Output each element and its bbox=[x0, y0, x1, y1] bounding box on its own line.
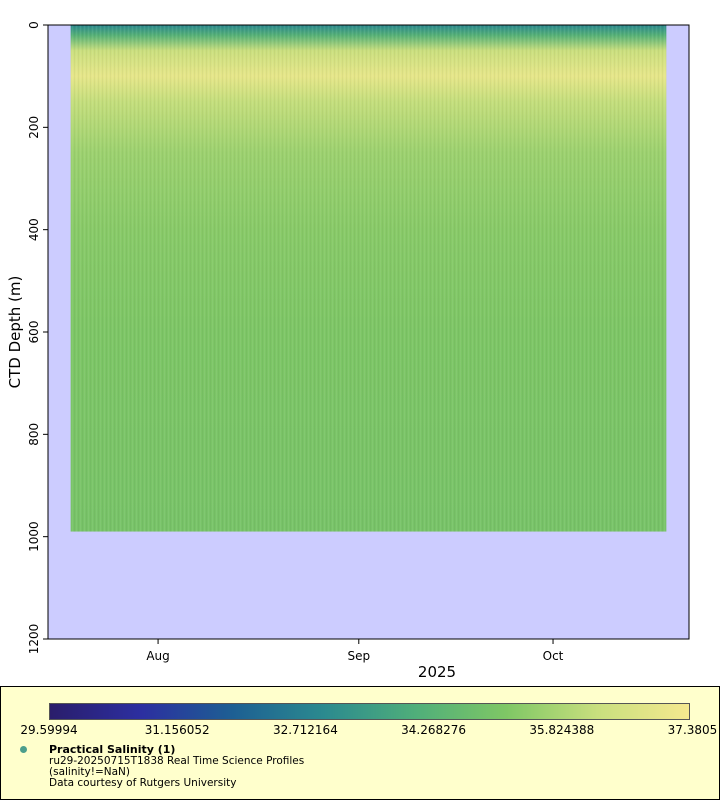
x-axis: Aug Sep Oct bbox=[146, 639, 564, 663]
legend-marker-icon bbox=[20, 746, 27, 753]
legend-dataset-id: ru29-20250715T1838 Real Time Science Pro… bbox=[49, 755, 305, 767]
colorbar-tick-label: 34.268276 bbox=[401, 723, 467, 737]
legend-panel: 29.59994 31.156052 32.712164 34.268276 35.82… bbox=[0, 686, 720, 800]
colorbar bbox=[49, 703, 690, 720]
legend-credit: Data courtesy of Rutgers University bbox=[49, 777, 237, 789]
legend-variable-name: Practical Salinity (1) bbox=[49, 743, 176, 756]
y-tick-label: 400 bbox=[27, 218, 41, 241]
x-tick-label: Oct bbox=[543, 649, 564, 663]
x-tick-label: Aug bbox=[146, 649, 169, 663]
colorbar-tick-label: 29.59994 bbox=[20, 723, 78, 737]
colorbar-tick-label: 31.156052 bbox=[144, 723, 210, 737]
colorbar-tick-label: 32.712164 bbox=[272, 723, 338, 737]
x-axis-label: 2025 bbox=[418, 663, 456, 681]
y-tick-label: 800 bbox=[27, 423, 41, 446]
y-tick-label: 0 bbox=[27, 21, 41, 29]
legend-constraint: (salinity!=NaN) bbox=[49, 766, 130, 778]
colorbar-tick-label: 37.3805 bbox=[667, 723, 718, 737]
y-axis-label: CTD Depth (m) bbox=[6, 276, 24, 389]
x-tick-label: Sep bbox=[347, 649, 370, 663]
salinity-data-field bbox=[70, 25, 667, 532]
colorbar-tick-label: 35.824388 bbox=[529, 723, 595, 737]
y-tick-label: 1200 bbox=[27, 624, 41, 655]
y-axis: 0 200 400 600 800 1000 1200 bbox=[27, 21, 48, 654]
profile-streak-texture bbox=[70, 25, 667, 532]
salinity-depth-chart: 0 200 400 600 800 1000 1200 Aug Sep Oct CTD Dept… bbox=[6, 21, 690, 681]
y-tick-label: 1000 bbox=[27, 521, 41, 552]
y-tick-label: 200 bbox=[27, 116, 41, 139]
y-tick-label: 600 bbox=[27, 321, 41, 344]
